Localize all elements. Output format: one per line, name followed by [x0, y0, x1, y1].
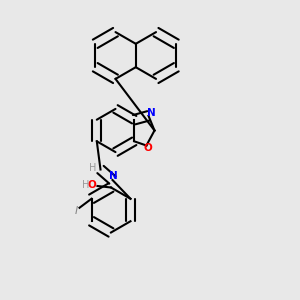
Text: O: O	[143, 143, 152, 153]
Text: N: N	[146, 108, 155, 118]
Text: N: N	[109, 171, 118, 182]
Text: O: O	[88, 180, 97, 190]
Text: H: H	[82, 180, 90, 190]
Text: H: H	[89, 163, 97, 173]
Text: I: I	[74, 206, 77, 216]
